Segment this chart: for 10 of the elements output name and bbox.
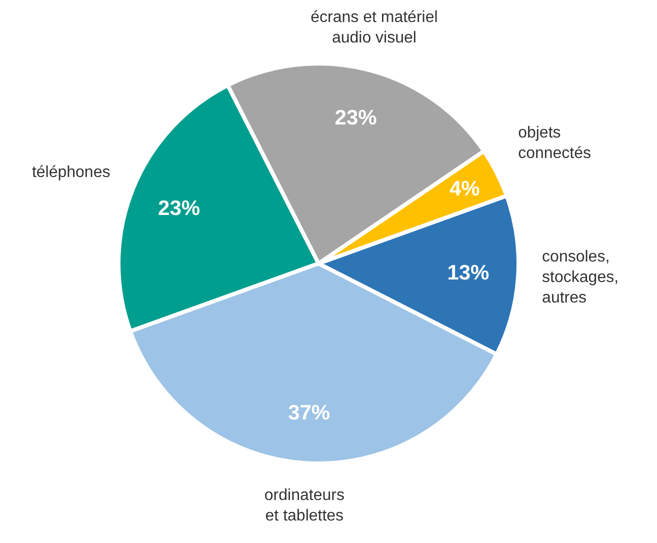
slice-label: consoles, stockages, autres bbox=[542, 248, 619, 306]
slice-label: objets connectés bbox=[518, 124, 592, 162]
data-label: 4% bbox=[449, 178, 480, 201]
data-label: 23% bbox=[334, 106, 378, 130]
data-label: 37% bbox=[288, 402, 330, 425]
slice-label: ordinateurs et tablettes bbox=[264, 487, 344, 524]
slice-label: écrans et matériel audio visuel bbox=[310, 9, 438, 47]
data-label: 23% bbox=[158, 196, 200, 220]
slice-label: téléphones bbox=[32, 164, 110, 182]
data-label: 13% bbox=[447, 261, 490, 284]
